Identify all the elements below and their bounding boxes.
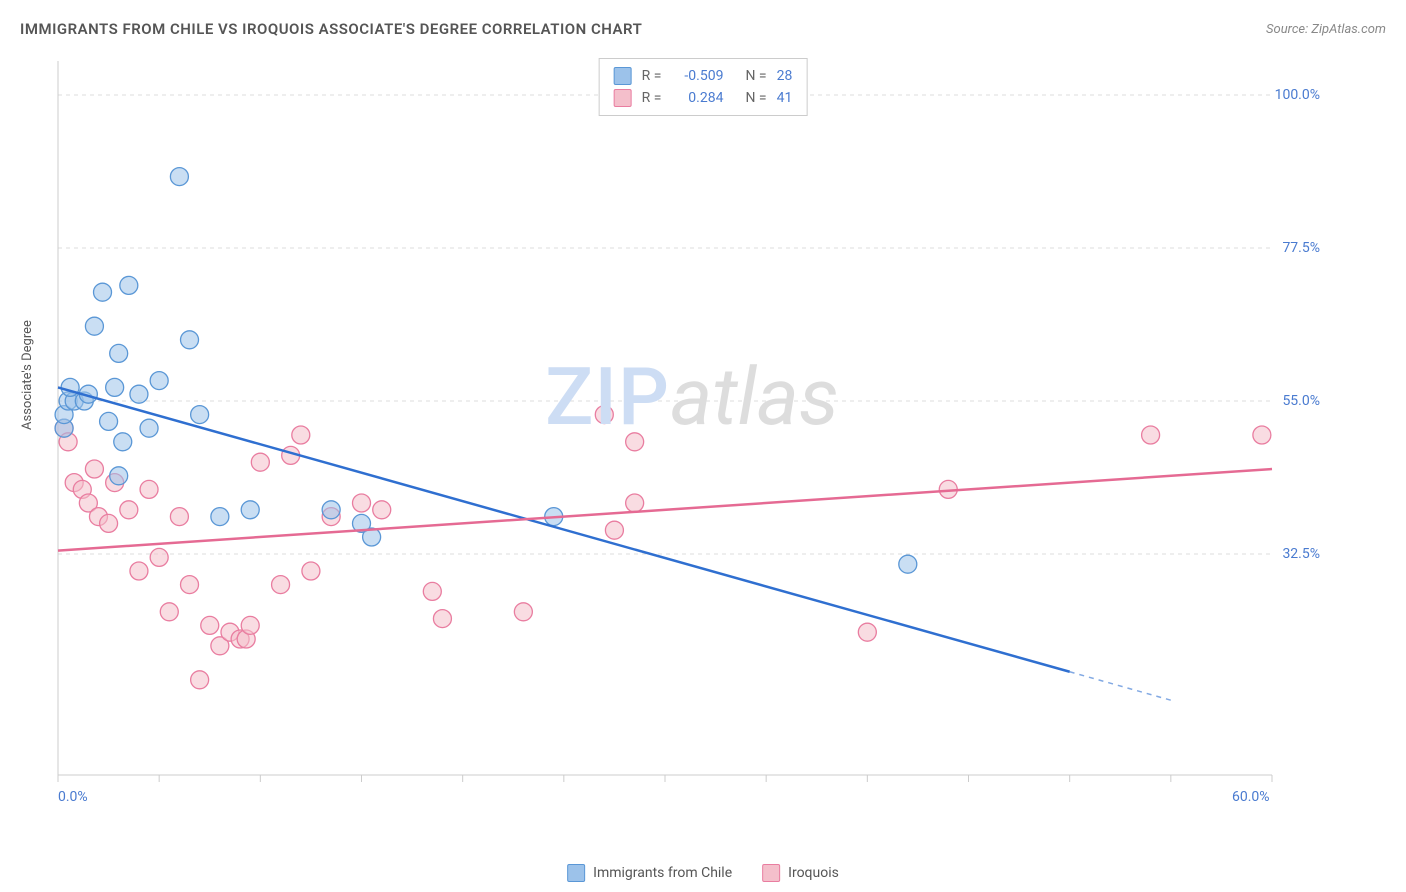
scatter-chart [52,55,1332,815]
n-value: 41 [777,90,793,106]
data-point [181,576,199,594]
header: IMMIGRANTS FROM CHILE VS IROQUOIS ASSOCI… [20,20,1386,38]
y-tick-label: 32.5% [1282,546,1320,562]
data-point [191,671,209,689]
legend-swatch [614,89,632,107]
data-point [1253,426,1271,444]
data-point [130,385,148,403]
data-point [100,514,118,532]
r-value: -0.509 [671,68,723,84]
legend-swatch [762,864,780,882]
data-point [120,501,138,519]
n-value: 28 [777,68,793,84]
data-point [292,426,310,444]
data-point [140,480,158,498]
y-tick-label: 77.5% [1282,240,1320,256]
legend-label: Iroquois [788,865,839,881]
legend-item: Iroquois [762,864,839,882]
data-point [322,501,340,519]
data-point [211,508,229,526]
data-point [140,419,158,437]
legend-label: Immigrants from Chile [593,865,732,881]
data-point [605,521,623,539]
source-citation: Source: ZipAtlas.com [1266,22,1386,37]
data-point [433,610,451,628]
data-point [120,276,138,294]
data-point [160,603,178,621]
data-point [170,508,188,526]
y-axis-label: Associate's Degree [20,320,35,430]
data-point [85,460,103,478]
data-point [150,548,168,566]
data-point [353,494,371,512]
data-point [110,344,128,362]
stats-legend: R = -0.509 N = 28 R = 0.284 N = 41 [599,58,808,116]
bottom-legend: Immigrants from Chile Iroquois [567,864,839,882]
trend-line-dashed [1070,672,1171,700]
chart-area: ZIPatlas 32.5%55.0%77.5%100.0% 0.0% 60.0… [52,55,1332,815]
data-point [595,406,613,424]
data-point [150,372,168,390]
data-point [94,283,112,301]
data-point [899,555,917,573]
r-value: 0.284 [671,90,723,106]
r-label: R = [642,90,662,106]
y-tick-label: 100.0% [1275,87,1320,103]
data-point [272,576,290,594]
data-point [191,406,209,424]
trend-line [58,469,1272,551]
data-point [100,412,118,430]
data-point [302,562,320,580]
data-point [170,168,188,186]
data-point [423,582,441,600]
r-label: R = [642,68,662,84]
chart-title: IMMIGRANTS FROM CHILE VS IROQUOIS ASSOCI… [20,20,642,38]
data-point [241,501,259,519]
legend-item: Immigrants from Chile [567,864,732,882]
data-point [251,453,269,471]
data-point [626,494,644,512]
stats-row: R = -0.509 N = 28 [614,65,793,87]
stats-row: R = 0.284 N = 41 [614,87,793,109]
data-point [858,623,876,641]
legend-swatch [567,864,585,882]
data-point [130,562,148,580]
data-point [514,603,532,621]
n-label: N = [745,90,766,106]
x-max-label: 60.0% [1232,789,1270,805]
data-point [241,616,259,634]
data-point [85,317,103,335]
data-point [1142,426,1160,444]
data-point [373,501,391,519]
data-point [110,467,128,485]
legend-swatch [614,67,632,85]
data-point [181,331,199,349]
n-label: N = [745,68,766,84]
y-tick-label: 55.0% [1282,393,1320,409]
data-point [114,433,132,451]
data-point [626,433,644,451]
x-origin-label: 0.0% [58,789,88,805]
data-point [106,378,124,396]
data-point [201,616,219,634]
